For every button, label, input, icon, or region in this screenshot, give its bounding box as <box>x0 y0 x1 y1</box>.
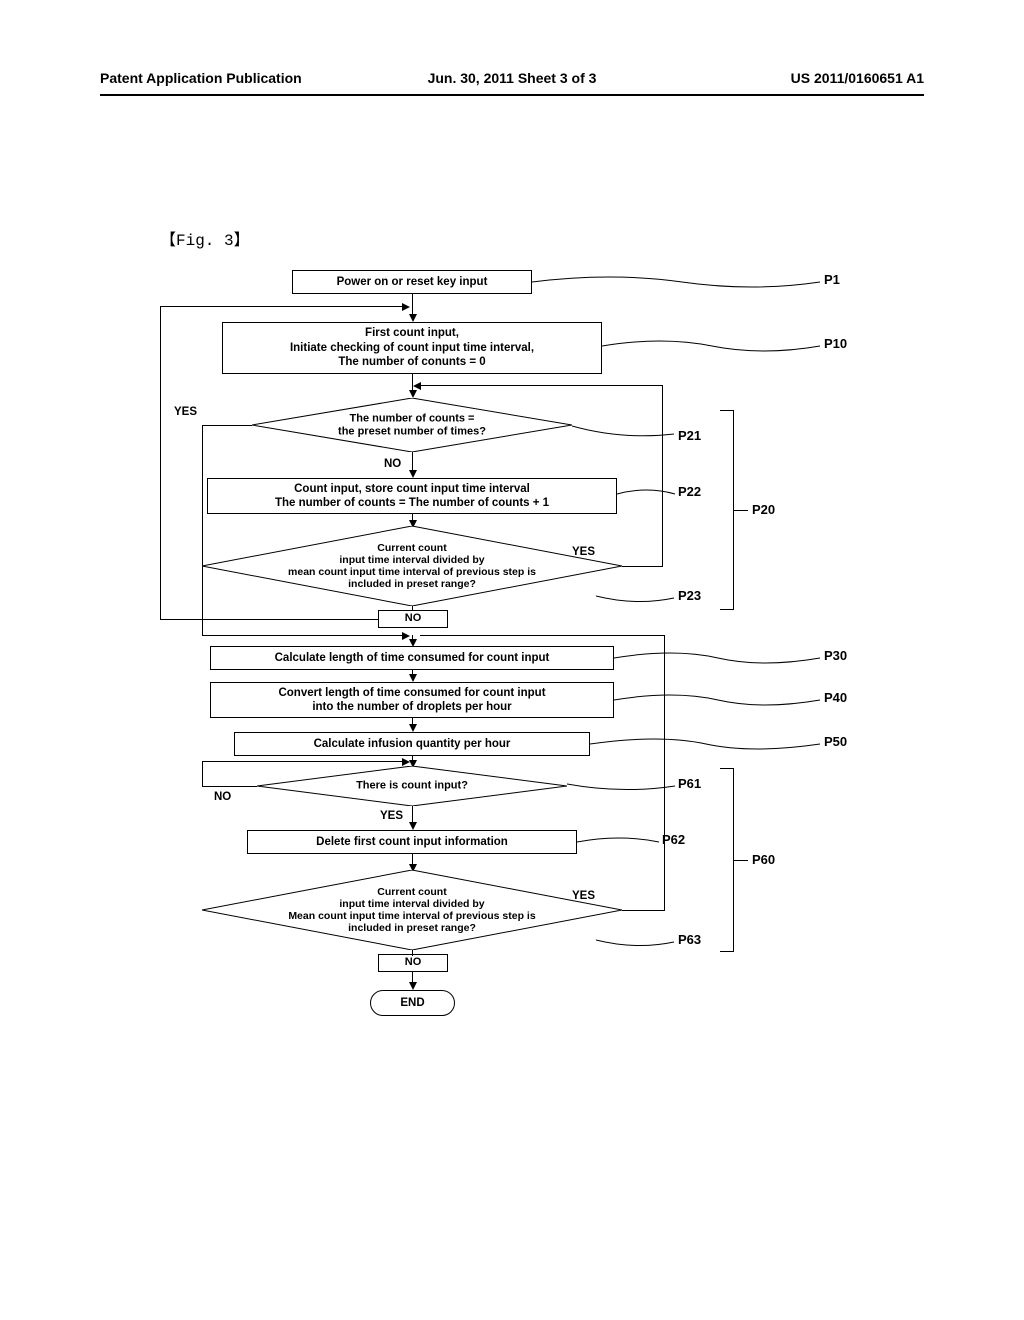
arrowhead-icon <box>409 390 417 398</box>
node-p22: Count input, store count input time inte… <box>207 478 617 514</box>
arrow <box>412 950 413 956</box>
node-p62: Delete first count input information <box>247 830 577 854</box>
edge-label-p61-yes: YES <box>380 810 403 822</box>
arrowhead-icon <box>409 470 417 478</box>
node-label: Count input, store count input time inte… <box>275 482 549 511</box>
connector-p10 <box>602 340 822 354</box>
arrow <box>202 761 406 762</box>
connector-p22 <box>617 488 677 502</box>
connector-p61 <box>567 780 677 794</box>
arrowhead-icon <box>409 314 417 322</box>
arrow <box>420 635 664 636</box>
arrow <box>202 786 257 787</box>
ref-p50: P50 <box>824 734 847 749</box>
node-label: Convert length of time consumed for coun… <box>278 686 545 715</box>
arrow <box>160 306 406 307</box>
ref-p40: P40 <box>824 690 847 705</box>
figure-label: 【Fig. 3】 <box>160 226 924 250</box>
ref-p10: P10 <box>824 336 847 351</box>
ref-p61: P61 <box>678 776 701 791</box>
connector-p62 <box>577 836 661 850</box>
edge-label-p23-yes: YES <box>572 546 595 558</box>
arrow <box>160 306 161 620</box>
ref-p63: P63 <box>678 932 701 947</box>
arrowhead-icon <box>413 382 421 390</box>
ref-p62: P62 <box>662 832 685 847</box>
arrow <box>420 385 662 386</box>
node-p10: First count input, Initiate checking of … <box>222 322 602 374</box>
arrow <box>412 452 413 470</box>
header-left: Patent Application Publication <box>100 70 375 86</box>
ref-p20: P20 <box>752 502 775 517</box>
header-right: US 2011/0160651 A1 <box>649 70 924 86</box>
node-label: Calculate infusion quantity per hour <box>314 737 511 751</box>
arrow <box>622 910 664 911</box>
node-p63: Current count input time interval divide… <box>202 870 622 950</box>
ref-p60: P60 <box>752 852 775 867</box>
arrowhead-icon <box>409 822 417 830</box>
arrow <box>412 294 413 314</box>
node-label: Calculate length of time consumed for co… <box>275 651 550 665</box>
patent-page: Patent Application Publication Jun. 30, … <box>0 0 1024 1320</box>
bracket-p20 <box>720 410 734 610</box>
p63-no-box: NO <box>378 954 448 972</box>
arrowhead-icon <box>409 724 417 732</box>
page-header: Patent Application Publication Jun. 30, … <box>100 70 924 96</box>
connector-p1 <box>532 276 822 290</box>
edge-label-p61-no: NO <box>214 791 231 803</box>
p23-no-box: NO <box>378 610 448 628</box>
node-p30: Calculate length of time consumed for co… <box>210 646 614 670</box>
ref-p22: P22 <box>678 484 701 499</box>
node-label: Delete first count input information <box>316 835 508 849</box>
arrowhead-icon <box>409 982 417 990</box>
arrow <box>662 385 663 567</box>
arrowhead-icon <box>409 674 417 682</box>
arrow <box>160 619 378 620</box>
bracket-p60 <box>720 768 734 952</box>
node-p61: There is count input? <box>257 766 567 806</box>
node-label: Current count input time interval divide… <box>234 886 591 934</box>
connector-p21 <box>572 422 676 442</box>
node-label: There is count input? <box>280 780 544 793</box>
edge-label: NO <box>405 612 422 626</box>
node-p21: The number of counts = the preset number… <box>252 398 572 452</box>
edge-label: NO <box>405 956 422 970</box>
node-label: First count input, Initiate checking of … <box>290 326 534 369</box>
node-p1: Power on or reset key input <box>292 270 532 294</box>
arrow <box>202 425 252 426</box>
ref-p30: P30 <box>824 648 847 663</box>
arrow <box>202 635 406 636</box>
arrow <box>734 860 748 861</box>
connector-p50 <box>590 738 822 752</box>
node-label: Current count input time interval divide… <box>234 542 591 590</box>
arrowhead-icon <box>402 303 410 311</box>
node-label: END <box>400 996 424 1010</box>
node-p40: Convert length of time consumed for coun… <box>210 682 614 718</box>
arrow <box>202 761 203 787</box>
edge-label-p63-yes: YES <box>572 890 595 902</box>
arrow <box>622 566 662 567</box>
edge-label-p21-yes: YES <box>174 406 197 418</box>
arrowhead-icon <box>402 758 410 766</box>
connector-p30 <box>614 652 822 666</box>
node-label: The number of counts = the preset number… <box>276 412 548 437</box>
flowchart: NO NO <box>102 270 922 1170</box>
edge-label-p21-no: NO <box>384 458 401 470</box>
ref-p21: P21 <box>678 428 701 443</box>
node-p23: Current count input time interval divide… <box>202 526 622 606</box>
node-end: END <box>370 990 455 1016</box>
ref-p23: P23 <box>678 588 701 603</box>
arrow <box>734 510 748 511</box>
node-p50: Calculate infusion quantity per hour <box>234 732 590 756</box>
node-label: Power on or reset key input <box>337 275 488 289</box>
arrow <box>664 635 665 911</box>
header-center: Jun. 30, 2011 Sheet 3 of 3 <box>375 70 650 86</box>
connector-p40 <box>614 694 822 708</box>
ref-p1: P1 <box>824 272 840 287</box>
